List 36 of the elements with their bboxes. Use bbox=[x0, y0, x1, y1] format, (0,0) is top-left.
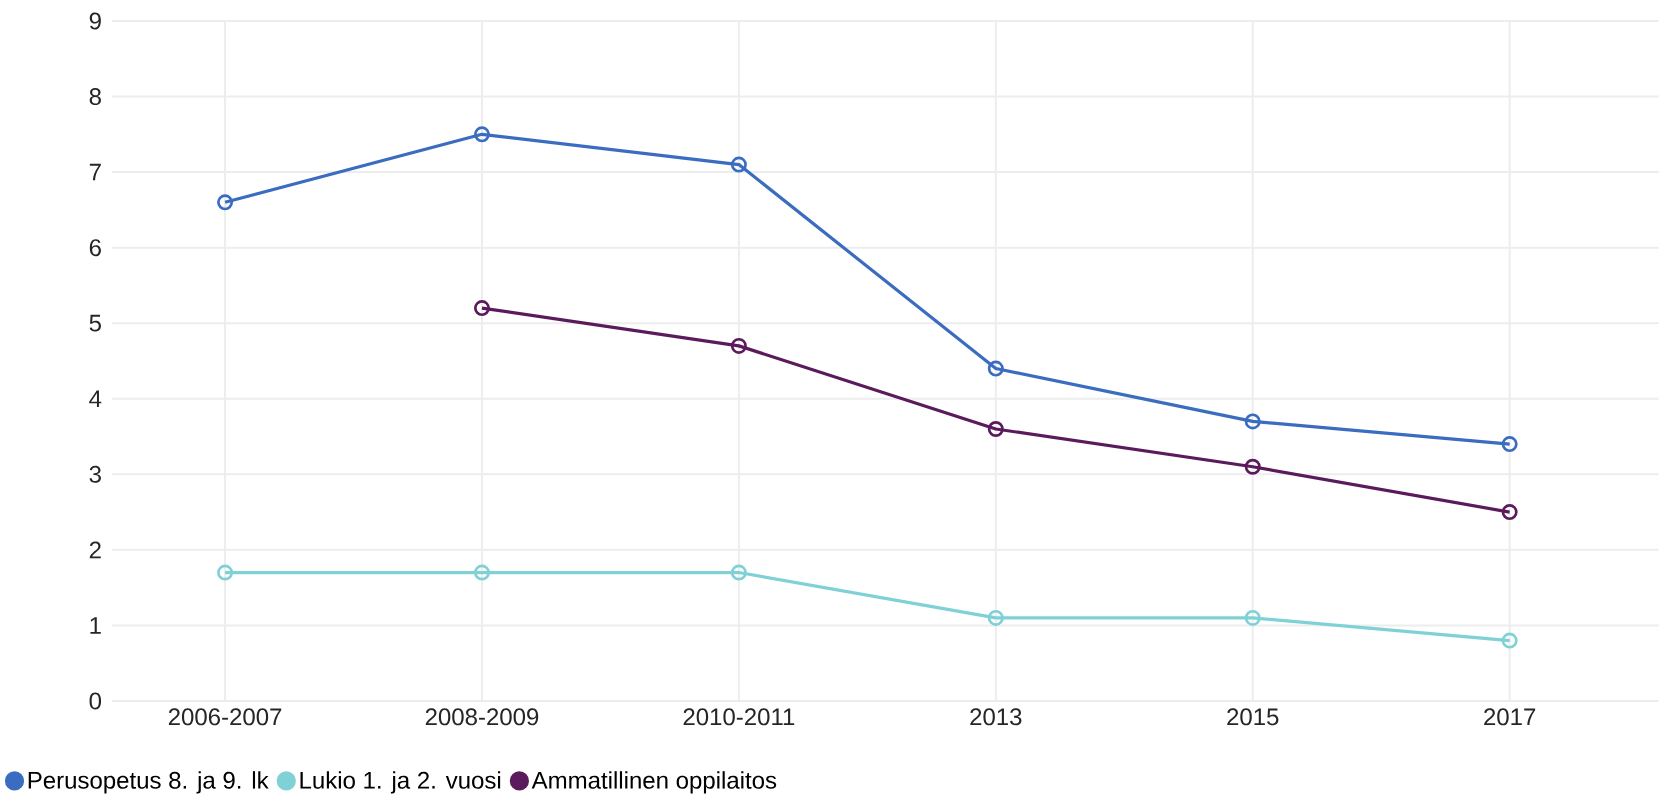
y-tick-label: 9 bbox=[89, 12, 101, 30]
legend-label: Lukio 1. ja 2. vuosi bbox=[300, 771, 501, 794]
x-tick-label: 2008-2009 bbox=[425, 708, 539, 726]
x-tick-label: 2015 bbox=[1227, 708, 1279, 726]
point bbox=[473, 126, 490, 143]
point bbox=[217, 194, 234, 211]
y-tick-label: 1 bbox=[90, 617, 101, 634]
legend-label: Ammatillinen oppilaitos bbox=[531, 771, 777, 794]
y-tick-label: 8 bbox=[89, 88, 101, 106]
point bbox=[1501, 436, 1518, 453]
x-tick-label: 2017 bbox=[1484, 708, 1536, 726]
y-tick-label: 5 bbox=[89, 314, 101, 332]
point bbox=[730, 337, 747, 354]
point bbox=[987, 420, 1004, 437]
point bbox=[1501, 504, 1518, 521]
point bbox=[987, 609, 1004, 626]
y-tick-label: 2 bbox=[89, 541, 101, 559]
point bbox=[473, 300, 490, 317]
x-tick-label: 2013 bbox=[970, 708, 1022, 726]
point bbox=[1244, 609, 1261, 626]
point bbox=[1244, 413, 1261, 430]
x-tick-label: 2006-2007 bbox=[168, 708, 282, 726]
x-tick-label: 2010-2011 bbox=[683, 708, 795, 726]
point bbox=[730, 564, 747, 581]
point bbox=[1244, 458, 1261, 475]
y-tick-label: 0 bbox=[89, 692, 102, 710]
point bbox=[217, 564, 234, 581]
y-tick-label: 3 bbox=[89, 465, 101, 483]
y-tick-label: 4 bbox=[89, 390, 102, 408]
point bbox=[730, 156, 747, 173]
y-tick-label: 7 bbox=[89, 163, 101, 181]
y-tick-label: 6 bbox=[89, 239, 101, 257]
point bbox=[1501, 632, 1518, 649]
point bbox=[473, 564, 490, 581]
legend-label: Perusopetus 8. ja 9. lk bbox=[28, 771, 269, 794]
point bbox=[987, 360, 1004, 377]
